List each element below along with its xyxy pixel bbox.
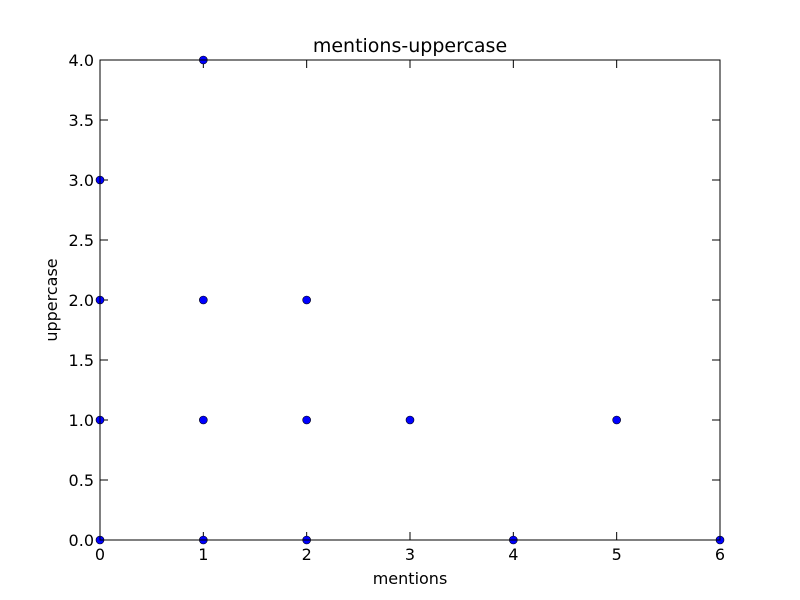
y-tick-label: 2.5 xyxy=(69,231,94,250)
x-axis-label: mentions xyxy=(373,569,448,588)
y-axis-label: uppercase xyxy=(42,258,61,341)
data-point xyxy=(302,295,311,305)
y-tick-label: 1.5 xyxy=(69,351,94,370)
y-tick-label: 4.0 xyxy=(69,51,94,70)
y-tick-label: 3.5 xyxy=(69,111,94,130)
data-point xyxy=(302,415,311,425)
y-tick-label: 2.0 xyxy=(69,291,94,310)
data-point xyxy=(405,415,415,425)
data-points xyxy=(95,55,725,545)
y-tick-label: 0.5 xyxy=(69,471,94,490)
data-point xyxy=(199,415,208,425)
plot-frame xyxy=(99,59,721,541)
chart-title: mentions-uppercase xyxy=(313,35,507,57)
y-tick-label: 0.0 xyxy=(69,531,94,550)
y-tick-label: 1.0 xyxy=(69,411,94,430)
x-tick-label: 1 xyxy=(198,545,208,564)
x-tick-label: 6 xyxy=(715,545,725,564)
data-point xyxy=(199,295,208,305)
x-tick-label: 0 xyxy=(95,545,105,564)
x-tick-label: 4 xyxy=(508,545,518,564)
y-tick-label: 3.0 xyxy=(69,171,94,190)
x-tick-label: 3 xyxy=(405,545,415,564)
x-tick-label: 5 xyxy=(612,545,622,564)
data-point xyxy=(612,415,621,425)
axis-ticks: 0 1 2 3 4 5 6 0.0 0.5 1.0 1.5 2.0 2.5 3.0 3.5 4.0 xyxy=(69,51,726,564)
x-tick-label: 2 xyxy=(302,545,312,564)
